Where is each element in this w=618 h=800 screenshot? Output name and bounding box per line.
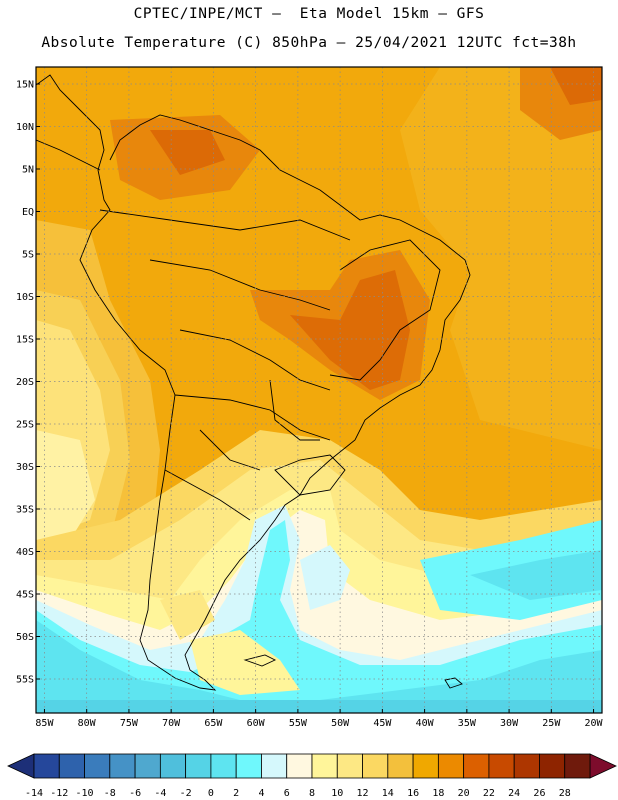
colorbar-swatch	[513, 753, 540, 779]
lon-tick-label: 25W	[542, 718, 561, 729]
colorbar-swatch	[261, 753, 288, 779]
colorbar-swatch	[362, 753, 389, 779]
lat-tick-label: 10N	[16, 122, 34, 133]
lon-tick-label: 55W	[289, 718, 308, 729]
colorbar-label: -12	[50, 788, 68, 799]
colorbar: -14 -12 -10 -8 -6 -4 -2 0 2 4 6 8 10 12 14 16 18 20 22 24 26…	[7, 753, 617, 799]
lon-tick-label: 50W	[331, 718, 350, 729]
colorbar-swatch	[33, 753, 60, 779]
lon-tick-label: 75W	[120, 718, 139, 729]
colorbar-swatch	[412, 753, 439, 779]
lat-tick-label: 20S	[16, 377, 34, 388]
colorbar-label: -6	[129, 788, 141, 799]
lat-tick-label: 5S	[22, 250, 34, 261]
lat-tick-label: 45S	[16, 590, 34, 601]
colorbar-swatch	[311, 753, 338, 779]
colorbar-swatch	[58, 753, 85, 779]
longitude-labels: 85W 80W 75W 70W 65W 60W 55W 50W 45W 40W 35W 30W 25W 2…	[35, 709, 604, 729]
colorbar-label: -8	[104, 788, 116, 799]
lat-tick-label: 10S	[16, 292, 34, 303]
colorbar-label: 4	[258, 788, 264, 799]
colorbar-label: -10	[76, 788, 94, 799]
colorbar-swatch	[84, 753, 111, 779]
colorbar-label: 26	[533, 788, 545, 799]
colorbar-label: 14	[382, 788, 394, 799]
colorbar-label: 24	[508, 788, 520, 799]
lat-tick-label: 55S	[16, 675, 34, 686]
colorbar-label: 28	[559, 788, 571, 799]
lat-tick-label: 25S	[16, 420, 34, 431]
colorbar-swatch	[235, 753, 262, 779]
latitude-labels: 15N 10N 5N EQ 5S 10S 15S 20S 25S 30S 35S 40S 45S 50S 5…	[16, 80, 40, 686]
colorbar-label: 2	[233, 788, 239, 799]
lat-tick-label: 40S	[16, 547, 34, 558]
lon-tick-label: 85W	[35, 718, 54, 729]
lon-tick-label: 60W	[247, 718, 266, 729]
colorbar-swatch	[159, 753, 187, 779]
colorbar-under-arrow	[7, 753, 35, 779]
temperature-field	[36, 67, 602, 713]
map-subtitle: Absolute Temperature (C) 850hPa – 25/04/…	[41, 35, 577, 51]
colorbar-label: 18	[432, 788, 444, 799]
colorbar-swatch	[210, 753, 237, 779]
colorbar-label: 20	[458, 788, 470, 799]
colorbar-label: -4	[154, 788, 166, 799]
colorbar-swatch	[488, 753, 515, 779]
map-title: CPTEC/INPE/MCT – Eta Model 15km – GFS	[133, 6, 485, 22]
colorbar-label: 10	[331, 788, 343, 799]
colorbar-swatch	[286, 753, 313, 779]
colorbar-label: 16	[407, 788, 419, 799]
coastlines	[36, 74, 471, 691]
colorbar-swatch	[564, 753, 591, 779]
colorbar-swatch	[463, 753, 490, 779]
colorbar-label: 12	[357, 788, 369, 799]
lon-tick-label: 20W	[585, 718, 604, 729]
colorbar-swatch	[437, 753, 465, 779]
colorbar-swatch	[387, 753, 414, 779]
lat-tick-label: 30S	[16, 462, 34, 473]
colorbar-over-arrow	[589, 753, 617, 779]
map-frame	[35, 66, 603, 714]
colorbar-label: 22	[483, 788, 495, 799]
lat-tick-label: 35S	[16, 505, 34, 516]
lon-tick-label: 65W	[204, 718, 223, 729]
lon-tick-label: 40W	[416, 718, 435, 729]
colorbar-label: -2	[180, 788, 192, 799]
lat-tick-label: 15N	[16, 80, 34, 91]
lat-tick-label: 15S	[16, 335, 34, 346]
lon-tick-label: 70W	[162, 718, 181, 729]
colorbar-swatch	[109, 753, 136, 779]
colorbar-swatch	[134, 753, 161, 779]
colorbar-label: 6	[284, 788, 290, 799]
lat-tick-label: 5N	[22, 165, 34, 176]
lon-tick-label: 80W	[78, 718, 97, 729]
colorbar-label: 8	[309, 788, 315, 799]
colorbar-label: -14	[25, 788, 43, 799]
lat-tick-label: 50S	[16, 632, 34, 643]
colorbar-swatch	[185, 753, 212, 779]
colorbar-swatch	[539, 753, 566, 779]
lon-tick-label: 30W	[500, 718, 519, 729]
colorbar-swatch	[336, 753, 363, 779]
lon-tick-label: 35W	[458, 718, 477, 729]
lat-tick-label: EQ	[22, 207, 34, 218]
lon-tick-label: 45W	[373, 718, 392, 729]
colorbar-label: 0	[208, 788, 214, 799]
